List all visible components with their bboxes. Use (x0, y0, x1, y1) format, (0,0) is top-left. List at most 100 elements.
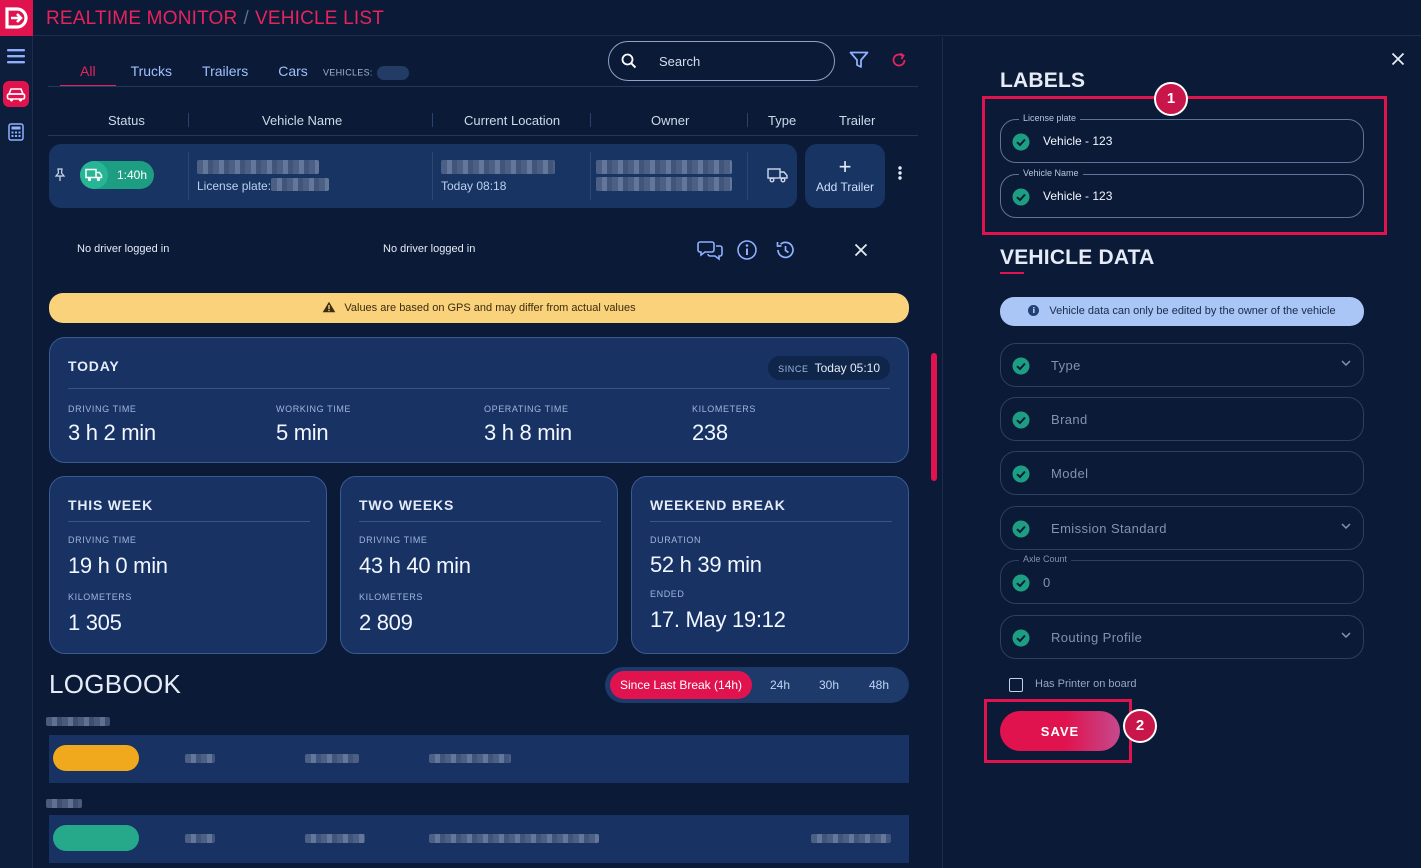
search-box[interactable] (608, 41, 835, 81)
routing-profile-select[interactable]: Routing Profile (1000, 615, 1364, 659)
vehicle-data-title: VEHICLE DATA (1000, 246, 1155, 269)
close-icon[interactable] (854, 243, 868, 257)
row-divider (188, 152, 189, 200)
tab-cars[interactable]: Cars (278, 63, 308, 79)
info-circle-icon: i (1028, 304, 1040, 316)
vehicle-count-label: VEHICLES: (323, 67, 373, 78)
nav-calculator-button[interactable] (3, 119, 29, 145)
break-duration-label: DURATION (650, 535, 702, 545)
more-options-icon[interactable] (897, 165, 903, 181)
logbook-cell-redacted (429, 754, 511, 763)
week-driving-label: DRIVING TIME (68, 535, 137, 545)
vehicle-row[interactable]: 1:40h License plate: Today 08:18 (49, 144, 797, 208)
range-30h[interactable]: 30h (818, 678, 840, 692)
brand-field[interactable]: Brand (1000, 397, 1364, 441)
license-plate-value[interactable]: Vehicle - 123 (1043, 134, 1113, 148)
card-divider (68, 388, 890, 389)
filter-icon[interactable] (849, 51, 869, 69)
col-type[interactable]: Type (768, 113, 797, 128)
nav-vehicles-button[interactable] (3, 81, 29, 107)
week-km-label: KILOMETERS (68, 592, 133, 602)
col-divider (590, 113, 591, 127)
today-working-value: 5 min (276, 420, 329, 445)
card-divider (650, 521, 892, 522)
range-since-last-break[interactable]: Since Last Break (14h) (610, 671, 752, 699)
emission-standard-select[interactable]: Emission Standard (1000, 506, 1364, 550)
license-plate-field[interactable]: License plate Vehicle - 123 (1000, 113, 1364, 163)
routing-placeholder: Routing Profile (1051, 630, 1143, 645)
history-icon[interactable] (774, 239, 796, 261)
today-driving-value: 3 h 2 min (68, 420, 156, 445)
col-vehicle-name[interactable]: Vehicle Name (262, 113, 343, 128)
row-divider (432, 152, 433, 200)
printer-checkbox[interactable] (1009, 678, 1023, 692)
check-circle-icon (1012, 520, 1030, 538)
calculator-icon (8, 123, 24, 141)
col-status[interactable]: Status (108, 113, 145, 128)
status-truck (80, 161, 108, 189)
range-48h[interactable]: 48h (868, 678, 890, 692)
breadcrumb-section[interactable]: REALTIME MONITOR (46, 8, 238, 29)
check-circle-icon (1012, 357, 1030, 375)
scrollbar-thumb[interactable] (931, 353, 937, 481)
tab-all[interactable]: All (60, 63, 116, 87)
model-placeholder: Model (1051, 466, 1089, 481)
two-weeks-km-label: KILOMETERS (359, 592, 424, 602)
this-week-card: THIS WEEK DRIVING TIME 19 h 0 min KILOME… (49, 476, 327, 654)
check-circle-icon (1012, 574, 1030, 592)
hamburger-icon (7, 49, 25, 64)
search-input[interactable] (659, 54, 819, 69)
tabs-divider (48, 86, 918, 87)
save-button[interactable]: SAVE (1000, 711, 1120, 751)
today-card: TODAY SINCE Today 05:10 DRIVING TIME 3 h … (49, 337, 909, 463)
add-trailer-button[interactable]: + Add Trailer (805, 144, 885, 208)
type-placeholder: Type (1051, 358, 1081, 373)
refresh-icon[interactable] (890, 51, 908, 69)
chevron-down-icon (1341, 523, 1351, 529)
left-rail (0, 36, 33, 868)
driver-status-2: No driver logged in (383, 243, 476, 255)
app-logo[interactable] (0, 0, 33, 36)
axle-count-value[interactable]: 0 (1043, 575, 1051, 590)
week-driving-value: 19 h 0 min (68, 553, 168, 578)
model-field[interactable]: Model (1000, 451, 1364, 495)
header-divider (48, 135, 918, 136)
logbook-cell-redacted (305, 834, 365, 843)
col-divider (188, 113, 189, 127)
tab-trailers[interactable]: Trailers (202, 63, 249, 79)
vehicle-edit-panel: LABELS 1 License plate Vehicle - 123 Veh… (942, 37, 1421, 868)
menu-button[interactable] (3, 43, 29, 69)
annotation-badge-2: 2 (1123, 709, 1157, 743)
axle-count-field[interactable]: Axle Count 0 (1000, 554, 1364, 604)
chat-icon[interactable] (697, 239, 723, 261)
gps-warning-banner: Values are based on GPS and may differ f… (49, 293, 909, 323)
annotation-badge-1: 1 (1154, 82, 1188, 116)
vehicle-name-field[interactable]: Vehicle Name Vehicle - 123 (1000, 168, 1364, 218)
today-operating-value: 3 h 8 min (484, 420, 572, 445)
pin-icon[interactable] (54, 168, 66, 182)
two-weeks-title: TWO WEEKS (359, 497, 455, 513)
type-select[interactable]: Type (1000, 343, 1364, 387)
row-divider (747, 152, 748, 200)
col-current-location[interactable]: Current Location (464, 113, 561, 128)
logbook-row[interactable] (49, 735, 909, 783)
vehicle-tabs: All Trucks Trailers Cars (60, 63, 323, 87)
logbook-status-chip (53, 745, 139, 771)
logbook-title: LOGBOOK (49, 669, 182, 699)
add-trailer-label: Add Trailer (815, 180, 875, 194)
col-owner[interactable]: Owner (651, 113, 690, 128)
tab-trucks[interactable]: Trucks (130, 63, 173, 79)
since-badge: SINCE Today 05:10 (768, 356, 890, 380)
section-underline (1000, 272, 1024, 274)
col-trailer[interactable]: Trailer (839, 113, 876, 128)
owner-info-text: Vehicle data can only be edited by the o… (1049, 305, 1336, 317)
vehicle-name-label: Vehicle Name (1019, 168, 1083, 178)
range-24h[interactable]: 24h (769, 678, 791, 692)
chevron-down-icon (1341, 632, 1351, 638)
logo-icon (5, 7, 28, 29)
close-panel-icon[interactable] (1391, 52, 1405, 66)
logbook-row[interactable] (49, 815, 909, 863)
info-icon[interactable] (736, 239, 758, 261)
vehicle-name-value[interactable]: Vehicle - 123 (1043, 189, 1113, 203)
warning-text: Values are based on GPS and may differ f… (344, 302, 636, 314)
